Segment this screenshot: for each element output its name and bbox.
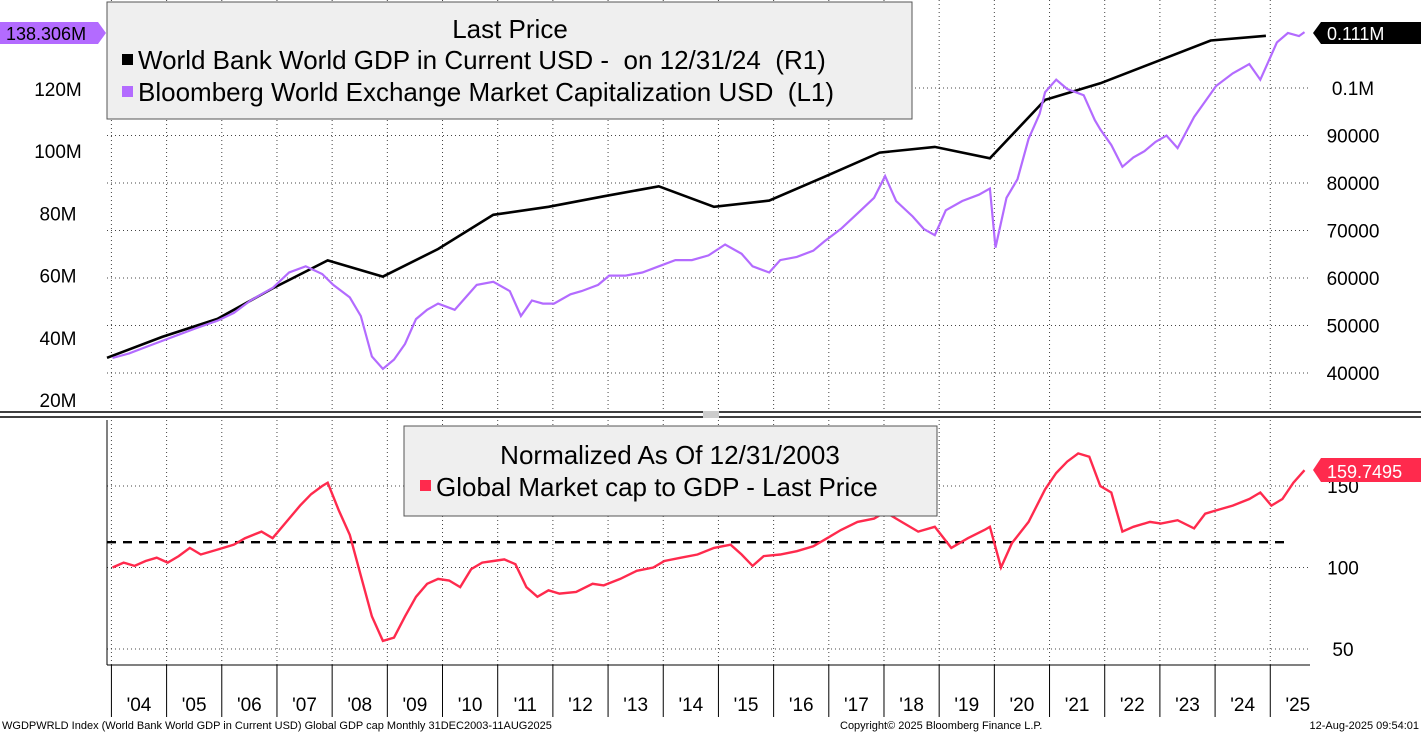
x-tick-label: '21 (1065, 695, 1090, 716)
x-tick-label: '18 (899, 695, 924, 716)
footer-left: WGDPWRLD Index (World Bank World GDP in … (2, 720, 552, 732)
x-tick-label: '16 (789, 695, 814, 716)
left-tick-label: 20M (40, 391, 77, 412)
bottom-right-tick-label: 100 (1327, 559, 1359, 580)
right-tick-label: 0.1M (1332, 79, 1374, 100)
mcap-legend-label: Bloomberg World Exchange Market Capitali… (138, 77, 834, 107)
x-tick-label: '08 (347, 695, 372, 716)
ratio-last-value-tag: 159.7495 (1313, 458, 1421, 482)
left-tick-label: 60M (40, 267, 77, 288)
x-tick-label: '13 (623, 695, 648, 716)
gdp-tag-shape (1313, 22, 1421, 44)
x-tick-label: '07 (292, 695, 317, 716)
top-right-axis: 40000 50000 60000 70000 80000 90000 0.1M (1327, 79, 1380, 385)
x-tick-label: '04 (127, 695, 152, 716)
left-tick-label: 40M (40, 329, 77, 350)
top-left-axis: 20M 40M 60M 80M 100M 120M (34, 80, 82, 412)
right-tick-label: 80000 (1327, 174, 1380, 195)
right-tick-label: 50000 (1327, 317, 1380, 338)
x-tick-label: '12 (568, 695, 593, 716)
gdp-legend-swatch (122, 54, 133, 65)
x-tick-label: '24 (1230, 695, 1255, 716)
panel-resize-handle[interactable] (703, 411, 719, 418)
mcap-legend-swatch (122, 86, 133, 97)
x-tick-label: '10 (458, 695, 483, 716)
market-cap-series-line (112, 31, 1306, 371)
left-tick-label: 120M (34, 80, 82, 101)
top-legend-box (106, 1, 913, 120)
left-tick-label: 80M (40, 204, 77, 225)
right-tick-label: 90000 (1327, 127, 1380, 148)
x-tick-label: '14 (678, 695, 703, 716)
top-legend: Last Price World Bank World GDP in Curre… (106, 1, 913, 120)
x-tick-label: '17 (844, 695, 869, 716)
top-legend-title: Last Price (452, 14, 568, 44)
ratio-legend-label: Global Market cap to GDP - Last Price (436, 472, 878, 502)
footer: WGDPWRLD Index (World Bank World GDP in … (2, 720, 1419, 732)
gdp-last-value-tag: 0.111M (1313, 22, 1421, 44)
x-tick-label: '25 (1285, 695, 1310, 716)
bottom-panel: 50 100 150 Normalized As Of 12/31/2003 Glo… (106, 420, 1421, 665)
x-tick-label: '22 (1120, 695, 1145, 716)
mcap-tag-text: 138.306M (6, 24, 86, 44)
footer-right: 12-Aug-2025 09:54:01 (1310, 720, 1419, 732)
bottom-legend: Normalized As Of 12/31/2003 Global Marke… (403, 425, 938, 517)
bottom-right-tick-label: 50 (1332, 640, 1353, 661)
x-axis: '04 '05 '06 '07 '08 '09 '10 '11 '12 '13 '14 '15 '16 '… (107, 664, 1310, 717)
x-tick-label: '23 (1175, 695, 1200, 716)
gdp-legend-label: World Bank World GDP in Current USD - on… (138, 45, 826, 75)
bottom-legend-box (403, 425, 938, 517)
left-tick-label: 100M (34, 142, 82, 163)
x-tick-label: '20 (1010, 695, 1035, 716)
ratio-tag-shape (1313, 458, 1421, 482)
bottom-right-axis: 50 100 150 (1327, 477, 1359, 661)
ratio-series-line (112, 452, 1306, 643)
ratio-legend-swatch (420, 480, 431, 491)
bottom-legend-title: Normalized As Of 12/31/2003 (500, 440, 840, 470)
x-tick-label: '19 (954, 695, 979, 716)
x-tick-label: '06 (237, 695, 262, 716)
footer-center: Copyright© 2025 Bloomberg Finance L.P. (840, 720, 1042, 732)
x-tick-label: '05 (182, 695, 207, 716)
x-tick-label: '15 (734, 695, 759, 716)
bottom-right-tick-label: 150 (1327, 477, 1359, 498)
top-panel: 20M 40M 60M 80M 100M 120M 40000 50000 60000 7000… (0, 0, 1421, 412)
ratio-tag-text: 159.7495 (1327, 462, 1402, 482)
x-axis-ticks: '04 '05 '06 '07 '08 '09 '10 '11 '12 '13 '14 '15 '16 '… (110, 665, 1310, 717)
x-tick-label: '09 (403, 695, 428, 716)
x-tick-label: '11 (514, 695, 537, 716)
mcap-tag-shape (0, 22, 106, 44)
right-tick-label: 70000 (1327, 222, 1380, 243)
mcap-last-value-tag: 138.306M (0, 22, 106, 44)
right-tick-label: 40000 (1327, 364, 1380, 385)
right-tick-label: 60000 (1327, 269, 1380, 290)
gdp-tag-text: 0.111M (1327, 24, 1384, 44)
